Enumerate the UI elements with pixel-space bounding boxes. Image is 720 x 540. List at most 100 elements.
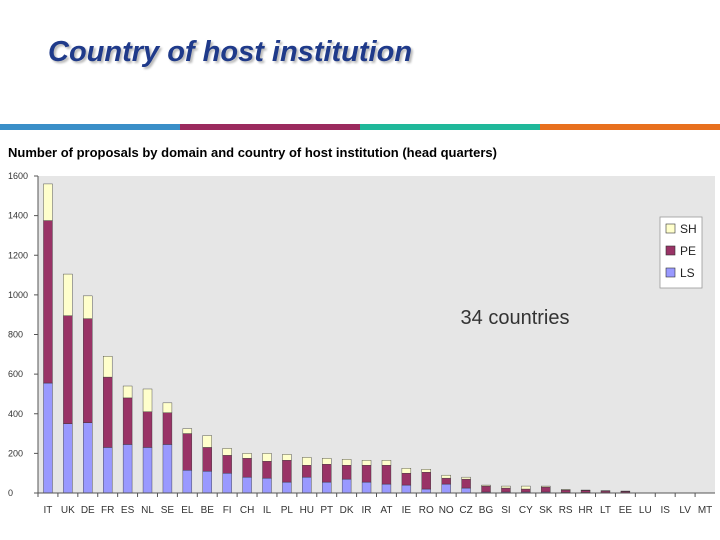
bar-segment-pe (302, 465, 312, 478)
bar-segment-sh (182, 428, 193, 434)
bar-segment-sh (341, 459, 352, 466)
bar-segment-pe (421, 471, 431, 490)
bar-segment-sh (63, 273, 73, 316)
y-tick-label: 0 (8, 488, 13, 498)
bar-segment-sh (381, 460, 392, 466)
x-tick-label: CH (240, 505, 254, 516)
bar-segment-ls (122, 444, 133, 494)
bar-segment-pe (541, 486, 551, 493)
bar-segment-sh (142, 388, 153, 412)
legend-label-ls: LS (680, 266, 695, 280)
bar-segment-ls (322, 481, 332, 494)
bar-segment-pe (142, 411, 153, 448)
bar-segment-ls (83, 422, 93, 494)
bar-segment-ls (361, 481, 372, 494)
x-tick-label: UK (61, 505, 75, 516)
bar-segment-pe (481, 485, 491, 493)
bar-segment-ls (461, 487, 471, 494)
bar-segment-sh (560, 489, 571, 491)
y-tick-label: 1200 (8, 250, 28, 260)
bar-segment-sh (401, 468, 412, 474)
bar-segment-pe (521, 488, 531, 493)
y-tick-label: 1000 (8, 290, 28, 300)
bar-segment-sh (122, 385, 133, 399)
x-tick-label: IT (44, 505, 53, 516)
x-tick-label: FI (223, 505, 232, 516)
bar-segment-pe (63, 315, 73, 424)
bar-segment-pe (560, 489, 571, 493)
bar-segment-pe (381, 465, 392, 485)
bar-segment-sh (541, 485, 551, 488)
bar-segment-ls (401, 484, 412, 494)
y-tick-label: 1400 (8, 211, 28, 221)
bar-segment-ls (441, 483, 451, 494)
y-tick-label: 800 (8, 330, 23, 340)
x-tick-label: FR (101, 505, 114, 516)
x-tick-label: SI (501, 505, 510, 516)
bar-segment-sh (262, 453, 272, 462)
plot-area (38, 176, 715, 493)
bar-segment-ls (282, 481, 292, 494)
bar-segment-ls (43, 382, 53, 494)
legend-swatch-pe (665, 245, 676, 256)
legend-swatch-ls (665, 267, 676, 278)
header-stripe-segment (180, 124, 360, 130)
x-tick-label: MT (698, 505, 712, 516)
bar-segment-pe (441, 477, 451, 485)
bar-segment-sh (481, 484, 491, 487)
header-stripe-segment (360, 124, 540, 130)
x-axis: IT UK DE FR ES NL SE EL BE FI CH IL PL HU PT DK IR AT IE RO… (37, 492, 715, 516)
bar-segment-ls (242, 476, 252, 494)
x-tick-label: IL (263, 505, 272, 516)
x-tick-label: IR (362, 505, 372, 516)
bar-segment-sh (501, 485, 511, 489)
bar-segment-sh (242, 453, 252, 459)
bar-segment-ls (421, 488, 431, 494)
bar-segment-sh (461, 476, 471, 480)
x-tick-label: LU (639, 505, 652, 516)
x-tick-label: RO (419, 505, 434, 516)
bar-segment-pe (501, 487, 511, 493)
bar-segment-pe (43, 220, 53, 384)
x-tick-label: SE (161, 505, 175, 516)
bar-segment-sh (322, 458, 332, 465)
bar-segment-ls (103, 447, 113, 494)
y-tick-label: 200 (8, 448, 23, 458)
bar-segment-pe (461, 478, 471, 489)
bar-segment-ls (262, 477, 272, 494)
chart-legend: SH PE LS (659, 216, 703, 289)
legend-label-sh: SH (680, 222, 697, 236)
bar-segment-pe (122, 397, 133, 445)
bar-segment-ls (381, 483, 392, 494)
legend-swatch-sh (665, 223, 676, 234)
y-tick-label: 600 (8, 369, 23, 379)
bar-segment-ls (182, 470, 193, 494)
bar-segment-sh (521, 485, 531, 490)
bar-segment-pe (242, 458, 252, 478)
legend-label-pe: PE (680, 244, 696, 258)
bar-segment-pe (182, 433, 193, 471)
bar-segment-pe (600, 490, 611, 493)
bar-segment-sh (361, 460, 372, 466)
x-tick-label: NO (439, 505, 454, 516)
x-tick-label: SK (539, 505, 553, 516)
bar-segment-sh (103, 356, 113, 378)
header-stripe-segment (0, 124, 180, 130)
x-tick-label: NL (141, 505, 154, 516)
bar-segment-pe (162, 412, 173, 445)
bar-segment-pe (202, 447, 212, 472)
x-tick-label: HU (300, 505, 314, 516)
x-tick-label: IS (660, 505, 670, 516)
bar-segment-sh (282, 454, 292, 461)
bar-segment-pe (322, 464, 332, 483)
bar-segment-sh (202, 435, 212, 448)
x-tick-label: HR (578, 505, 592, 516)
x-tick-label: EE (619, 505, 633, 516)
bar-segment-ls (202, 471, 212, 494)
x-tick-label: BE (201, 505, 215, 516)
x-tick-label: EL (181, 505, 194, 516)
bar-segment-ls (302, 476, 312, 494)
x-tick-label: CY (519, 505, 533, 516)
bar-segment-pe (401, 472, 412, 486)
y-axis: 0 200 400 600 800 1000 1200 1400 1600 (8, 171, 39, 498)
